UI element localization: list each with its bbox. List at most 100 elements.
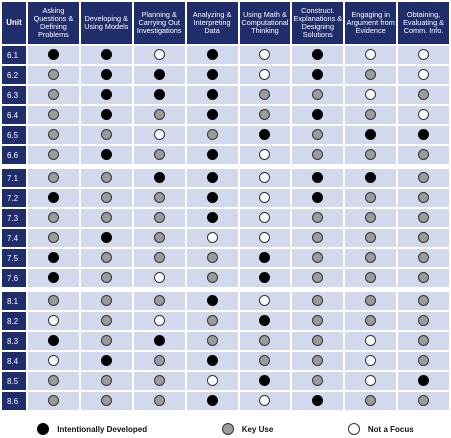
practice-cell: [133, 189, 185, 207]
gray-circle-icon: [365, 252, 377, 264]
practice-cell: [345, 352, 397, 370]
gray-circle-icon: [47, 232, 59, 244]
unit-label: 6.6: [2, 146, 26, 164]
practice-cell: [292, 269, 344, 287]
gray-circle-icon: [47, 149, 59, 161]
gray-circle-icon: [418, 192, 430, 204]
gray-circle-icon: [100, 129, 112, 141]
practice-cell: [80, 392, 132, 410]
practice-cell: [133, 292, 185, 310]
practice-cell: [292, 229, 344, 247]
filled-circle-icon: [206, 149, 218, 161]
table-row: 8.5: [2, 372, 449, 390]
practice-cell: [239, 392, 291, 410]
separator-cell: [2, 166, 449, 167]
practice-cell: [398, 146, 449, 164]
empty-circle-icon: [418, 49, 430, 61]
practice-cell: [28, 86, 79, 104]
filled-circle-icon: [259, 252, 271, 264]
gray-circle-icon: [47, 295, 59, 307]
gray-circle-icon: [153, 295, 165, 307]
filled-circle-icon: [312, 49, 324, 61]
practice-cell: [398, 392, 449, 410]
practice-cell: [80, 189, 132, 207]
practice-cell: [345, 189, 397, 207]
filled-circle-icon: [47, 272, 59, 284]
column-header-investigations: Planning & Carrying Out Investigations: [133, 2, 185, 44]
gray-circle-icon: [418, 232, 430, 244]
filled-circle-icon: [153, 335, 165, 347]
gray-circle-icon: [365, 395, 377, 407]
practice-cell: [80, 292, 132, 310]
practice-cell: [292, 66, 344, 84]
gray-circle-icon: [365, 232, 377, 244]
practice-cell: [28, 46, 79, 64]
table-row: 6.1: [2, 46, 449, 64]
empty-circle-icon: [259, 172, 271, 184]
gray-circle-icon: [312, 149, 324, 161]
filled-circle-icon: [418, 375, 430, 387]
empty-circle-icon: [259, 149, 271, 161]
unit-label: 8.2: [2, 312, 26, 330]
practice-cell: [398, 86, 449, 104]
practice-cell: [239, 352, 291, 370]
gray-circle-icon: [259, 109, 271, 121]
practice-cell: [345, 392, 397, 410]
practice-cell: [186, 292, 238, 310]
filled-circle-icon: [47, 192, 59, 204]
practice-cell: [345, 209, 397, 227]
practice-cell: [398, 292, 449, 310]
gray-circle-icon: [47, 395, 59, 407]
practice-cell: [28, 126, 79, 144]
empty-circle-icon: [47, 355, 59, 367]
filled-circle-icon: [206, 172, 218, 184]
gray-circle-icon: [206, 335, 218, 347]
practice-cell: [186, 229, 238, 247]
practice-cell: [239, 372, 291, 390]
empty-circle-icon: [153, 49, 165, 61]
practice-cell: [292, 312, 344, 330]
unit-label: 7.5: [2, 249, 26, 267]
legend: Intentionally Developed Key Use Not a Fo…: [0, 420, 451, 438]
empty-circle-icon: [365, 89, 377, 101]
practice-cell: [345, 249, 397, 267]
practice-cell: [345, 229, 397, 247]
practice-cell: [239, 249, 291, 267]
gray-circle-icon: [206, 252, 218, 264]
filled-circle-icon: [206, 212, 218, 224]
practice-cell: [292, 169, 344, 187]
gray-circle-icon: [259, 355, 271, 367]
table-row: 8.3: [2, 332, 449, 350]
unit-label: 7.1: [2, 169, 26, 187]
header-row: Unit Asking Questions & Defining Problem…: [2, 2, 449, 44]
filled-circle-icon: [100, 355, 112, 367]
legend-label-key-use: Key Use: [241, 424, 274, 434]
practice-cell: [186, 46, 238, 64]
practice-cell: [80, 229, 132, 247]
practice-cell: [133, 269, 185, 287]
gray-circle-icon: [312, 355, 324, 367]
empty-circle-icon: [153, 315, 165, 327]
empty-circle-icon: [365, 375, 377, 387]
gray-circle-icon: [365, 272, 377, 284]
filled-circle-icon: [418, 129, 430, 141]
practice-cell: [80, 209, 132, 227]
practice-cell: [186, 126, 238, 144]
practice-cell: [345, 372, 397, 390]
practice-cell: [398, 169, 449, 187]
gray-circle-icon: [100, 252, 112, 264]
gray-circle-icon: [365, 212, 377, 224]
gray-circle-icon: [312, 212, 324, 224]
gray-circle-icon: [47, 89, 59, 101]
legend-label-not-focus: Not a Focus: [367, 424, 414, 434]
practice-cell: [133, 66, 185, 84]
gray-circle-icon: [47, 172, 59, 184]
practice-cell: [133, 86, 185, 104]
empty-circle-icon: [259, 395, 271, 407]
practice-cell: [345, 312, 397, 330]
filled-circle-icon: [312, 172, 324, 184]
practice-cell: [80, 66, 132, 84]
filled-circle-icon: [47, 49, 59, 61]
practice-cell: [80, 146, 132, 164]
unit-label: 8.3: [2, 332, 26, 350]
